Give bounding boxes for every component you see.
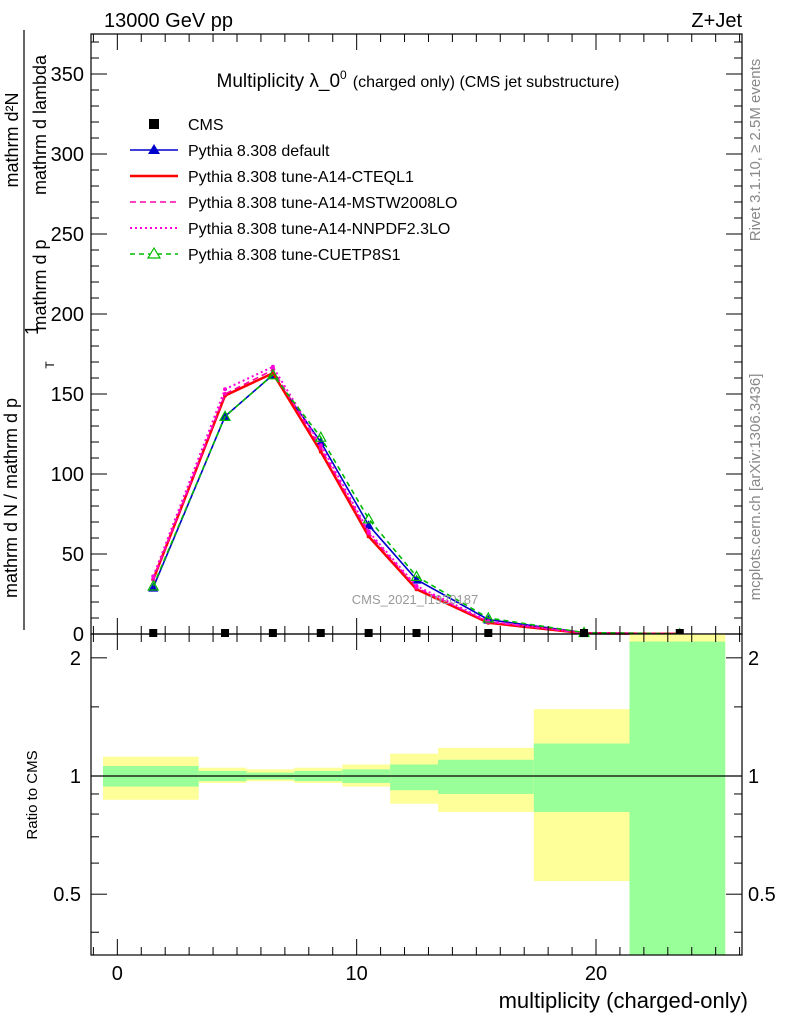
series-marker-4-6 [486, 619, 491, 624]
ratio-ytick-label: 2 [70, 648, 81, 670]
analysis-watermark: CMS_2021_I1920187 [352, 592, 479, 607]
series-marker-5-1 [219, 410, 232, 421]
main-y-label: 1 mathrm d N / mathrm d p mathrm d²N mathrm… [1, 30, 57, 630]
series-marker-5-0 [147, 579, 160, 591]
ratio-stat-band-8 [629, 641, 726, 955]
legend-label-1: Pythia 8.308 default [188, 143, 330, 160]
series-marker-4-0 [151, 574, 156, 579]
cms-marker-1 [221, 629, 230, 637]
series-marker-5-3 [314, 430, 327, 442]
series-marker-4-2 [270, 364, 275, 369]
series-marker-5-4 [362, 512, 375, 524]
main-ytick-label: 250 [51, 224, 84, 246]
series-marker-1-4 [363, 520, 374, 530]
header-right: Z+Jet [691, 10, 742, 32]
legend-label-4: Pythia 8.308 tune-A14-NNPDF2.3LO [188, 221, 450, 238]
series-marker-4-3 [318, 443, 323, 448]
mcplots-label: mcplots.cern.ch [arXiv:1306.3436] [747, 374, 764, 601]
main-ytick-label: 100 [51, 464, 84, 486]
series-marker-5-6 [482, 611, 495, 623]
main-ytick-label: 300 [51, 144, 84, 166]
ratio-stat-band-7 [533, 743, 630, 812]
plot-title-sup: 0 [340, 68, 347, 82]
cms-marker-3 [316, 629, 325, 637]
main-y-label-denom-c: mathrm d lambda [30, 54, 50, 195]
main-ytick-label: 50 [62, 544, 84, 566]
ratio-ytick-label: 0.5 [53, 884, 81, 906]
series-marker-4-1 [223, 387, 228, 392]
series-line-4 [152, 365, 680, 635]
main-ytick-label: 150 [51, 384, 84, 406]
series-marker-3-0 [151, 577, 156, 582]
ratio-stat-band-6 [438, 759, 534, 794]
cms-marker-5 [412, 629, 421, 637]
ratio-stat-band-5 [390, 764, 439, 791]
main-y-label-numer: mathrm d²N [2, 92, 22, 187]
x-axis-label: multiplicity (charged-only) [499, 988, 748, 1013]
series-marker-3-3 [318, 446, 323, 451]
x-tick-label: 10 [346, 963, 368, 985]
series-marker-1-5 [411, 574, 422, 584]
legend-label-5: Pythia 8.308 tune-CUETP8S1 [188, 247, 401, 264]
series-marker-4-5 [414, 584, 419, 588]
series-marker-5-5 [410, 570, 423, 582]
ratio-ytick-label: 1 [70, 766, 81, 788]
legend-label-2: Pythia 8.308 tune-A14-CTEQL1 [188, 169, 414, 186]
plot-title-main: Multiplicity λ_0 [217, 71, 341, 92]
cms-marker-4 [364, 629, 373, 637]
cms-marker-7 [580, 629, 589, 637]
plot-title-suffix: (charged only) (CMS jet substructure) [353, 74, 620, 91]
legend-marker-0 [149, 119, 159, 129]
rivet-version-label: Rivet 3.1.10, ≥ 2.5M events [747, 59, 764, 242]
main-y-label-sub: T [43, 361, 57, 369]
x-tick-label: 20 [585, 963, 607, 985]
series-line-5 [152, 373, 680, 635]
ratio-frame [90, 633, 743, 956]
ratio-plot: 0.5 0.51 12 20 10 20 [53, 633, 776, 985]
header-left: 13000 GeV pp [104, 10, 233, 32]
ratio-ytick-label-right: 1 [748, 766, 759, 788]
cms-marker-2 [268, 629, 277, 637]
legend-label-3: Pythia 8.308 tune-A14-MSTW2008LO [188, 195, 457, 212]
main-y-label-denom-b: mathrm d p [30, 239, 50, 330]
series-marker-5-2 [266, 368, 279, 380]
legend-marker-5 [146, 246, 162, 259]
ratio-ytick-label-right: 0.5 [748, 884, 776, 906]
main-ytick-label: 200 [51, 304, 84, 326]
series-marker-4-4 [366, 529, 371, 534]
cms-marker-8 [675, 629, 684, 637]
series-marker-2-3 [318, 449, 323, 454]
legend-label-0: CMS [188, 117, 224, 134]
plot-title: Multiplicity λ_00 (charged only) (CMS jet… [217, 68, 620, 92]
legend-marker-1 [148, 144, 160, 154]
cms-marker-6 [484, 629, 493, 637]
main-y-label-one: 1 [22, 325, 42, 335]
main-ytick-label: 0 [73, 624, 84, 646]
series-marker-1-0 [148, 582, 159, 592]
x-tick-label: 0 [112, 963, 123, 985]
cms-marker-0 [149, 629, 158, 637]
main-ytick-label: 350 [51, 64, 84, 86]
main-y-label-denom-a: mathrm d N / mathrm d p [1, 398, 21, 598]
ratio-ytick-label-right: 2 [748, 648, 759, 670]
ratio-y-label: Ratio to CMS [24, 750, 41, 839]
